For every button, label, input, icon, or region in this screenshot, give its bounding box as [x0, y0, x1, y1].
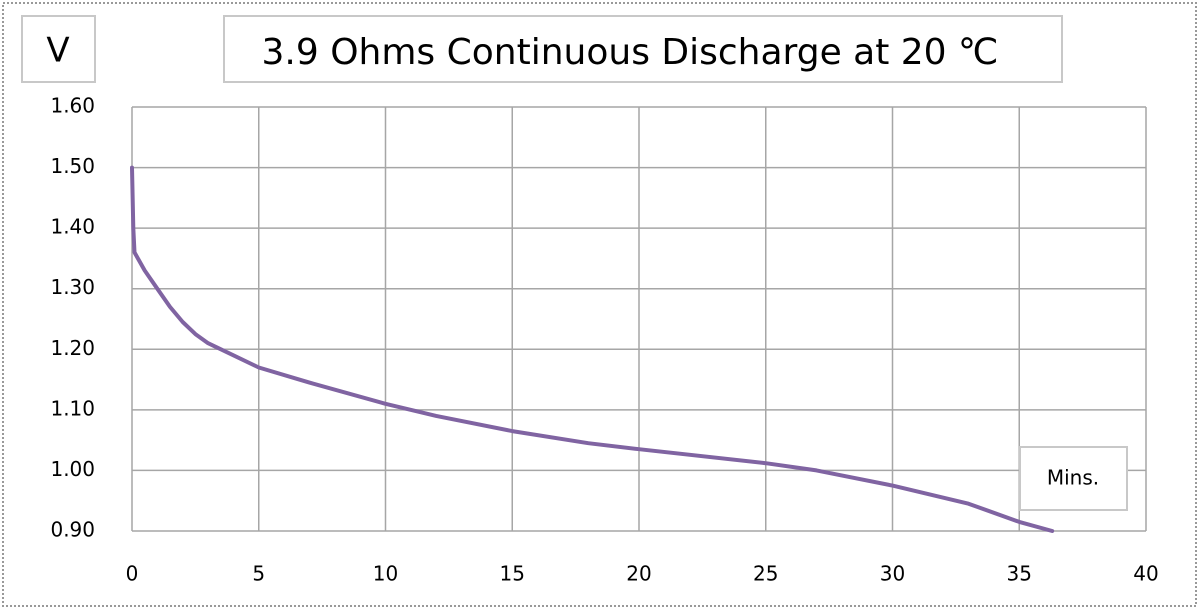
x-tick-label: 35 — [1007, 562, 1032, 586]
y-tick-label: 1.40 — [50, 215, 95, 239]
x-tick-label: 15 — [500, 562, 525, 586]
plot-area: 0.90 1.00 1.10 1.20 1.30 1.40 1.50 1.60 0 5 10 15 20… — [50, 94, 1158, 586]
y-tick-label: 1.30 — [50, 275, 95, 299]
x-label-box — [1019, 446, 1128, 511]
y-tick-label: 1.20 — [50, 336, 95, 360]
x-tick-label: 30 — [880, 562, 905, 586]
x-tick-label: 40 — [1133, 562, 1158, 586]
x-tick-label: 20 — [626, 562, 651, 586]
y-tick-label: 1.60 — [50, 94, 95, 118]
data-line — [130, 165, 1055, 533]
y-tick-label: 1.00 — [50, 457, 95, 481]
y-axis-label: V — [46, 31, 69, 71]
x-tick-label: 25 — [753, 562, 778, 586]
x-tick-label: 5 — [252, 562, 265, 586]
chart-title: 3.9 Ohms Continuous Discharge at 20 ℃ — [262, 32, 999, 73]
x-axis-label: Mins. — [1047, 466, 1099, 490]
y-tick-label: 1.50 — [50, 154, 95, 178]
x-tick-label: 10 — [373, 562, 398, 586]
y-tick-label: 1.10 — [50, 396, 95, 420]
title-box — [223, 15, 1063, 83]
y-tick-label: 0.90 — [50, 518, 95, 542]
y-label-box — [21, 15, 96, 83]
x-tick-label: 0 — [126, 562, 139, 586]
